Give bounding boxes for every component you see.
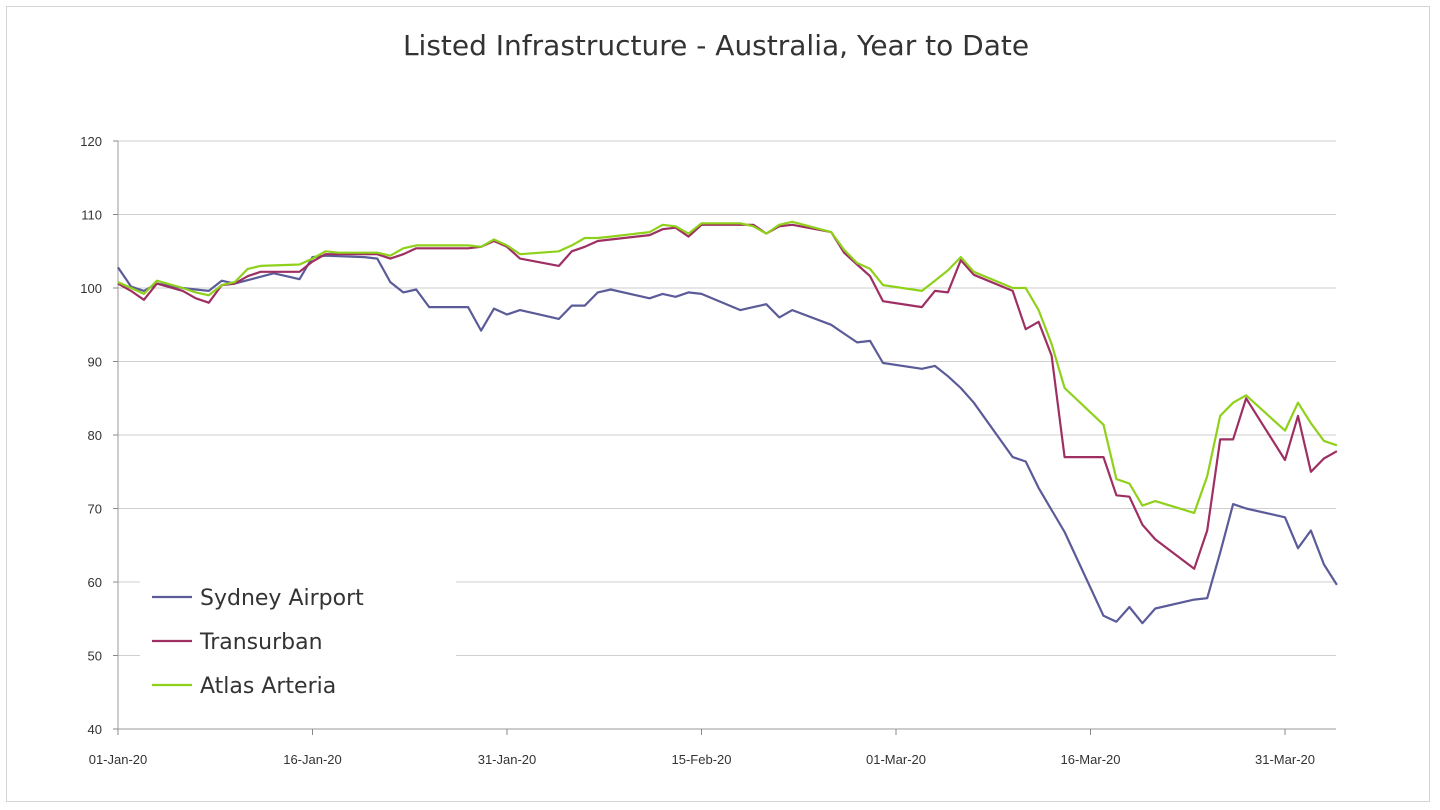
series-group <box>117 220 1338 625</box>
y-tick-label-60: 60 <box>88 575 102 590</box>
legend-label-transurban: Transurban <box>199 630 323 655</box>
series-line-atlas-arteria <box>117 220 1338 515</box>
x-tick-label-2: 31-Jan-20 <box>478 752 537 767</box>
y-tick-label-90: 90 <box>88 355 102 370</box>
x-tick-label-0: 01-Jan-20 <box>89 752 148 767</box>
legend-label-atlas-arteria: Atlas Arteria <box>200 674 336 699</box>
y-tick-label-110: 110 <box>81 208 102 223</box>
chart-title: Listed Infrastructure - Australia, Year … <box>403 29 1029 62</box>
y-axis: 40 50 60 70 80 90 100 110 120 <box>80 134 119 737</box>
x-axis: 01-Jan-20 16-Jan-20 31-Jan-20 15-Feb-20 01-M… <box>89 728 1336 767</box>
x-tick-label-1: 16-Jan-20 <box>283 752 342 767</box>
y-tick-label-80: 80 <box>88 428 102 443</box>
legend-label-sydney-airport: Sydney Airport <box>200 586 364 611</box>
x-tick-label-5: 16-Mar-20 <box>1061 752 1121 767</box>
y-tick-label-40: 40 <box>88 722 102 737</box>
x-tick-label-3: 15-Feb-20 <box>672 752 732 767</box>
legend: Sydney Airport Transurban Atlas Arteria <box>140 566 456 708</box>
legend-background <box>140 566 456 708</box>
y-tick-label-50: 50 <box>88 649 102 664</box>
series-line-sydney-airport <box>117 254 1338 625</box>
x-tick-label-4: 01-Mar-20 <box>866 752 926 767</box>
y-tick-label-120: 120 <box>80 134 102 149</box>
y-tick-label-100: 100 <box>80 281 102 296</box>
series-line-transurban <box>117 223 1338 570</box>
x-tick-label-6: 31-Mar-20 <box>1255 752 1315 767</box>
y-tick-label-70: 70 <box>88 502 102 517</box>
